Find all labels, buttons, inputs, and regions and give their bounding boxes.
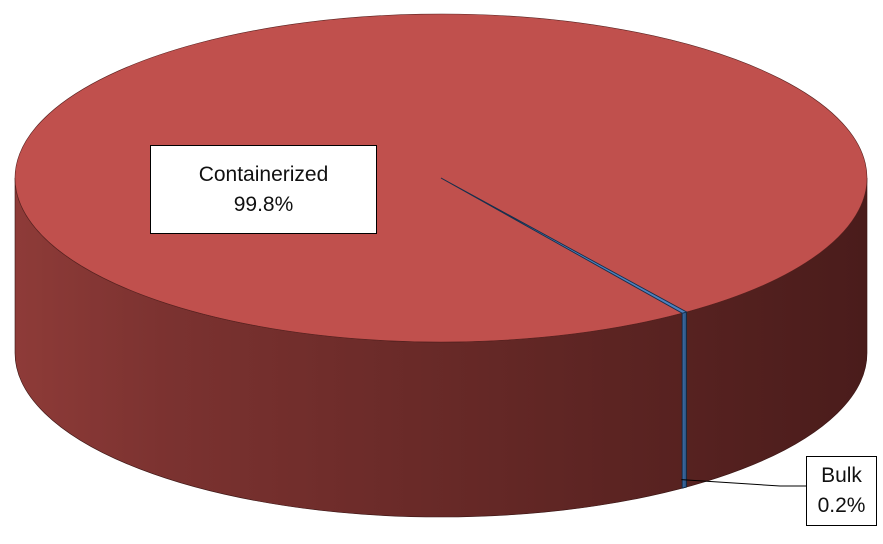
data-label-bulk: Bulk 0.2% — [806, 456, 877, 526]
data-label-containerized: Containerized 99.8% — [150, 145, 377, 234]
leader-lines — [681, 479, 806, 487]
slice-containerized — [14, 13, 868, 343]
pie-top-face — [14, 13, 868, 343]
slice-bulk — [440, 177, 688, 314]
data-label-containerized-category: Containerized — [198, 162, 329, 186]
data-label-bulk-category: Bulk — [821, 464, 862, 487]
data-label-containerized-value: 99.8% — [233, 192, 294, 216]
data-label-bulk-value: 0.2% — [817, 494, 866, 517]
side-bulk — [681, 311, 687, 489]
leader-line-bulk — [681, 479, 806, 487]
